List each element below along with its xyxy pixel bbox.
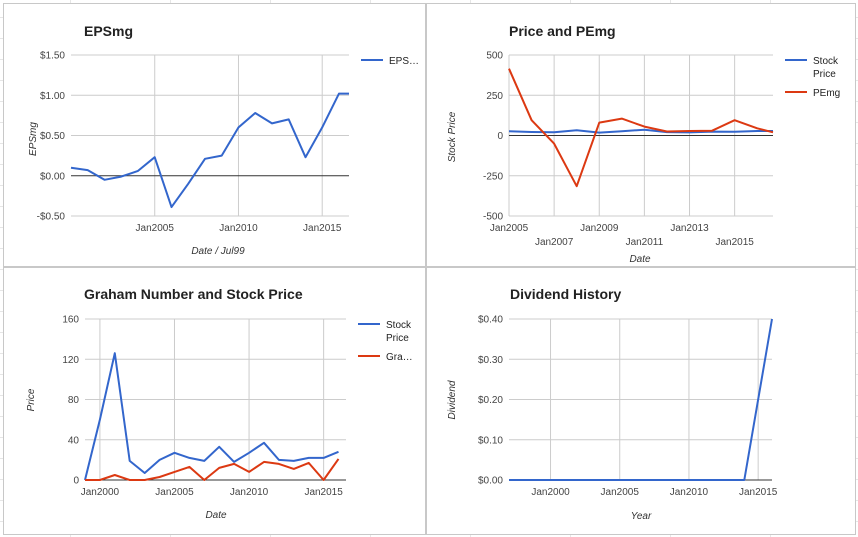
legend-label: Price	[386, 333, 409, 344]
legend-label: PEmg	[813, 88, 840, 99]
x-tick-label: Jan2015	[739, 487, 778, 498]
legend: Stock Price Gra…	[358, 320, 413, 363]
x-tick-label: Jan2011	[626, 237, 664, 248]
y-tick-label: 40	[68, 435, 80, 446]
x-tick-label: Jan2010	[230, 487, 269, 498]
x-tick-label: Jan2005	[490, 223, 529, 234]
legend-label: Gra…	[386, 352, 413, 363]
y-tick-label: $0.50	[40, 131, 65, 142]
series-line-pemg	[508, 68, 774, 188]
price-pe-chart-panel: Price and PEmg -500 -250 0 250 500 Jan2005 Jan…	[426, 3, 856, 267]
y-tick-label: $0.00	[40, 171, 65, 182]
dividend-chart: Dividend History $0.00$0.10$0.20$0.30$0.…	[447, 286, 778, 522]
y-axis-title: Price	[26, 388, 37, 411]
x-axis-title: Date / Jul99	[191, 246, 245, 257]
legend-label: Stock	[813, 56, 839, 67]
x-tick-label: Jan2013	[670, 223, 709, 234]
x-tick-label: Jan2000	[531, 487, 570, 498]
y-tick-label: $1.00	[40, 91, 65, 102]
x-tick-label: Jan2015	[715, 237, 754, 248]
x-tick-label: Jan2009	[580, 223, 619, 234]
y-tick-label: 500	[486, 51, 503, 62]
chart-title: Dividend History	[510, 286, 621, 302]
graham-chart-panel: Graham Number and Stock Price 0 40 80 120 16…	[3, 267, 426, 535]
y-tick-label: $0.00	[478, 476, 503, 487]
x-axis-title: Date	[205, 510, 227, 521]
series-line-stock-price	[508, 128, 773, 134]
gridlines	[71, 54, 349, 217]
x-tick-label: Jan2015	[303, 223, 342, 234]
y-tick-label: $0.10	[478, 435, 503, 446]
series-line-gra-	[85, 458, 340, 481]
x-tick-label: Jan2010	[219, 223, 258, 234]
y-tick-label: $1.50	[40, 51, 65, 62]
y-tick-label: -250	[483, 171, 503, 182]
y-tick-label: $0.30	[478, 355, 503, 366]
series-line-eps-	[70, 92, 349, 209]
series-lines	[509, 318, 773, 481]
legend-label: Price	[813, 69, 836, 80]
y-axis-title: Dividend	[447, 380, 458, 419]
x-tick-label: Jan2005	[155, 487, 194, 498]
tick-labels: -$0.50 $0.00 $0.50 $1.00 $1.50 Jan2005 Jan2010…	[37, 51, 342, 235]
legend-label: EPS…	[389, 56, 419, 67]
tick-labels: 0 40 80 120 160 Jan2000 Jan2005 Jan2010 Jan2015	[62, 315, 343, 499]
y-axis-title: EPSmg	[28, 122, 39, 156]
x-tick-label: Jan2007	[535, 237, 574, 248]
y-tick-label: 250	[486, 91, 503, 102]
tick-labels: $0.00 $0.10 $0.20 $0.30 $0.40 Jan2000 Jan2005 J…	[478, 315, 778, 499]
x-axis-title: Year	[631, 511, 652, 522]
eps-chart-panel: EPSmg -$0.50 $0.00 $0.50 $1.00 $1.50 Jan2005 J…	[3, 3, 426, 267]
y-tick-label: 0	[73, 476, 79, 487]
series-line-stock-price	[84, 352, 339, 481]
legend-label: Stock	[386, 320, 412, 331]
x-tick-label: Jan2005	[601, 487, 640, 498]
graham-chart: Graham Number and Stock Price 0 40 80 120 16…	[26, 286, 413, 521]
gridlines	[509, 318, 772, 480]
y-axis-title: Stock Price	[447, 111, 458, 162]
tick-labels: -500 -250 0 250 500 Jan2005 Jan2009 Jan2013 Jan2…	[483, 51, 754, 249]
x-tick-label: Jan2005	[136, 223, 175, 234]
dividend-chart-panel: Dividend History $0.00 $0.10 $0.20 $0.30 $0.…	[426, 267, 856, 535]
y-tick-label: $0.20	[478, 395, 503, 406]
chart-title: Price and PEmg	[509, 23, 616, 39]
series-line-dividend	[509, 318, 773, 481]
gridlines	[85, 318, 346, 480]
x-tick-label: Jan2015	[304, 487, 343, 498]
x-axis-title: Date	[629, 254, 651, 265]
series-lines	[70, 92, 349, 209]
y-tick-label: 0	[497, 131, 503, 142]
price-pe-chart: Price and PEmg -500 -250 0 250 500 Jan2005 Jan…	[447, 23, 840, 265]
y-tick-label: -500	[483, 212, 503, 223]
y-tick-label: $0.40	[478, 315, 503, 326]
chart-title: EPSmg	[84, 23, 133, 39]
series-lines	[508, 68, 774, 188]
legend: Stock Price PEmg	[785, 56, 840, 99]
y-tick-label: -$0.50	[37, 212, 66, 223]
y-tick-label: 160	[62, 315, 79, 326]
y-tick-label: 80	[68, 395, 80, 406]
chart-title: Graham Number and Stock Price	[84, 286, 303, 302]
eps-chart: EPSmg -$0.50 $0.00 $0.50 $1.00 $1.50 Jan2005 J…	[28, 23, 419, 257]
series-lines	[84, 352, 346, 481]
x-tick-label: Jan2010	[670, 487, 709, 498]
legend: EPS…	[361, 56, 419, 67]
y-tick-label: 120	[62, 355, 79, 366]
x-tick-label: Jan2000	[81, 487, 120, 498]
